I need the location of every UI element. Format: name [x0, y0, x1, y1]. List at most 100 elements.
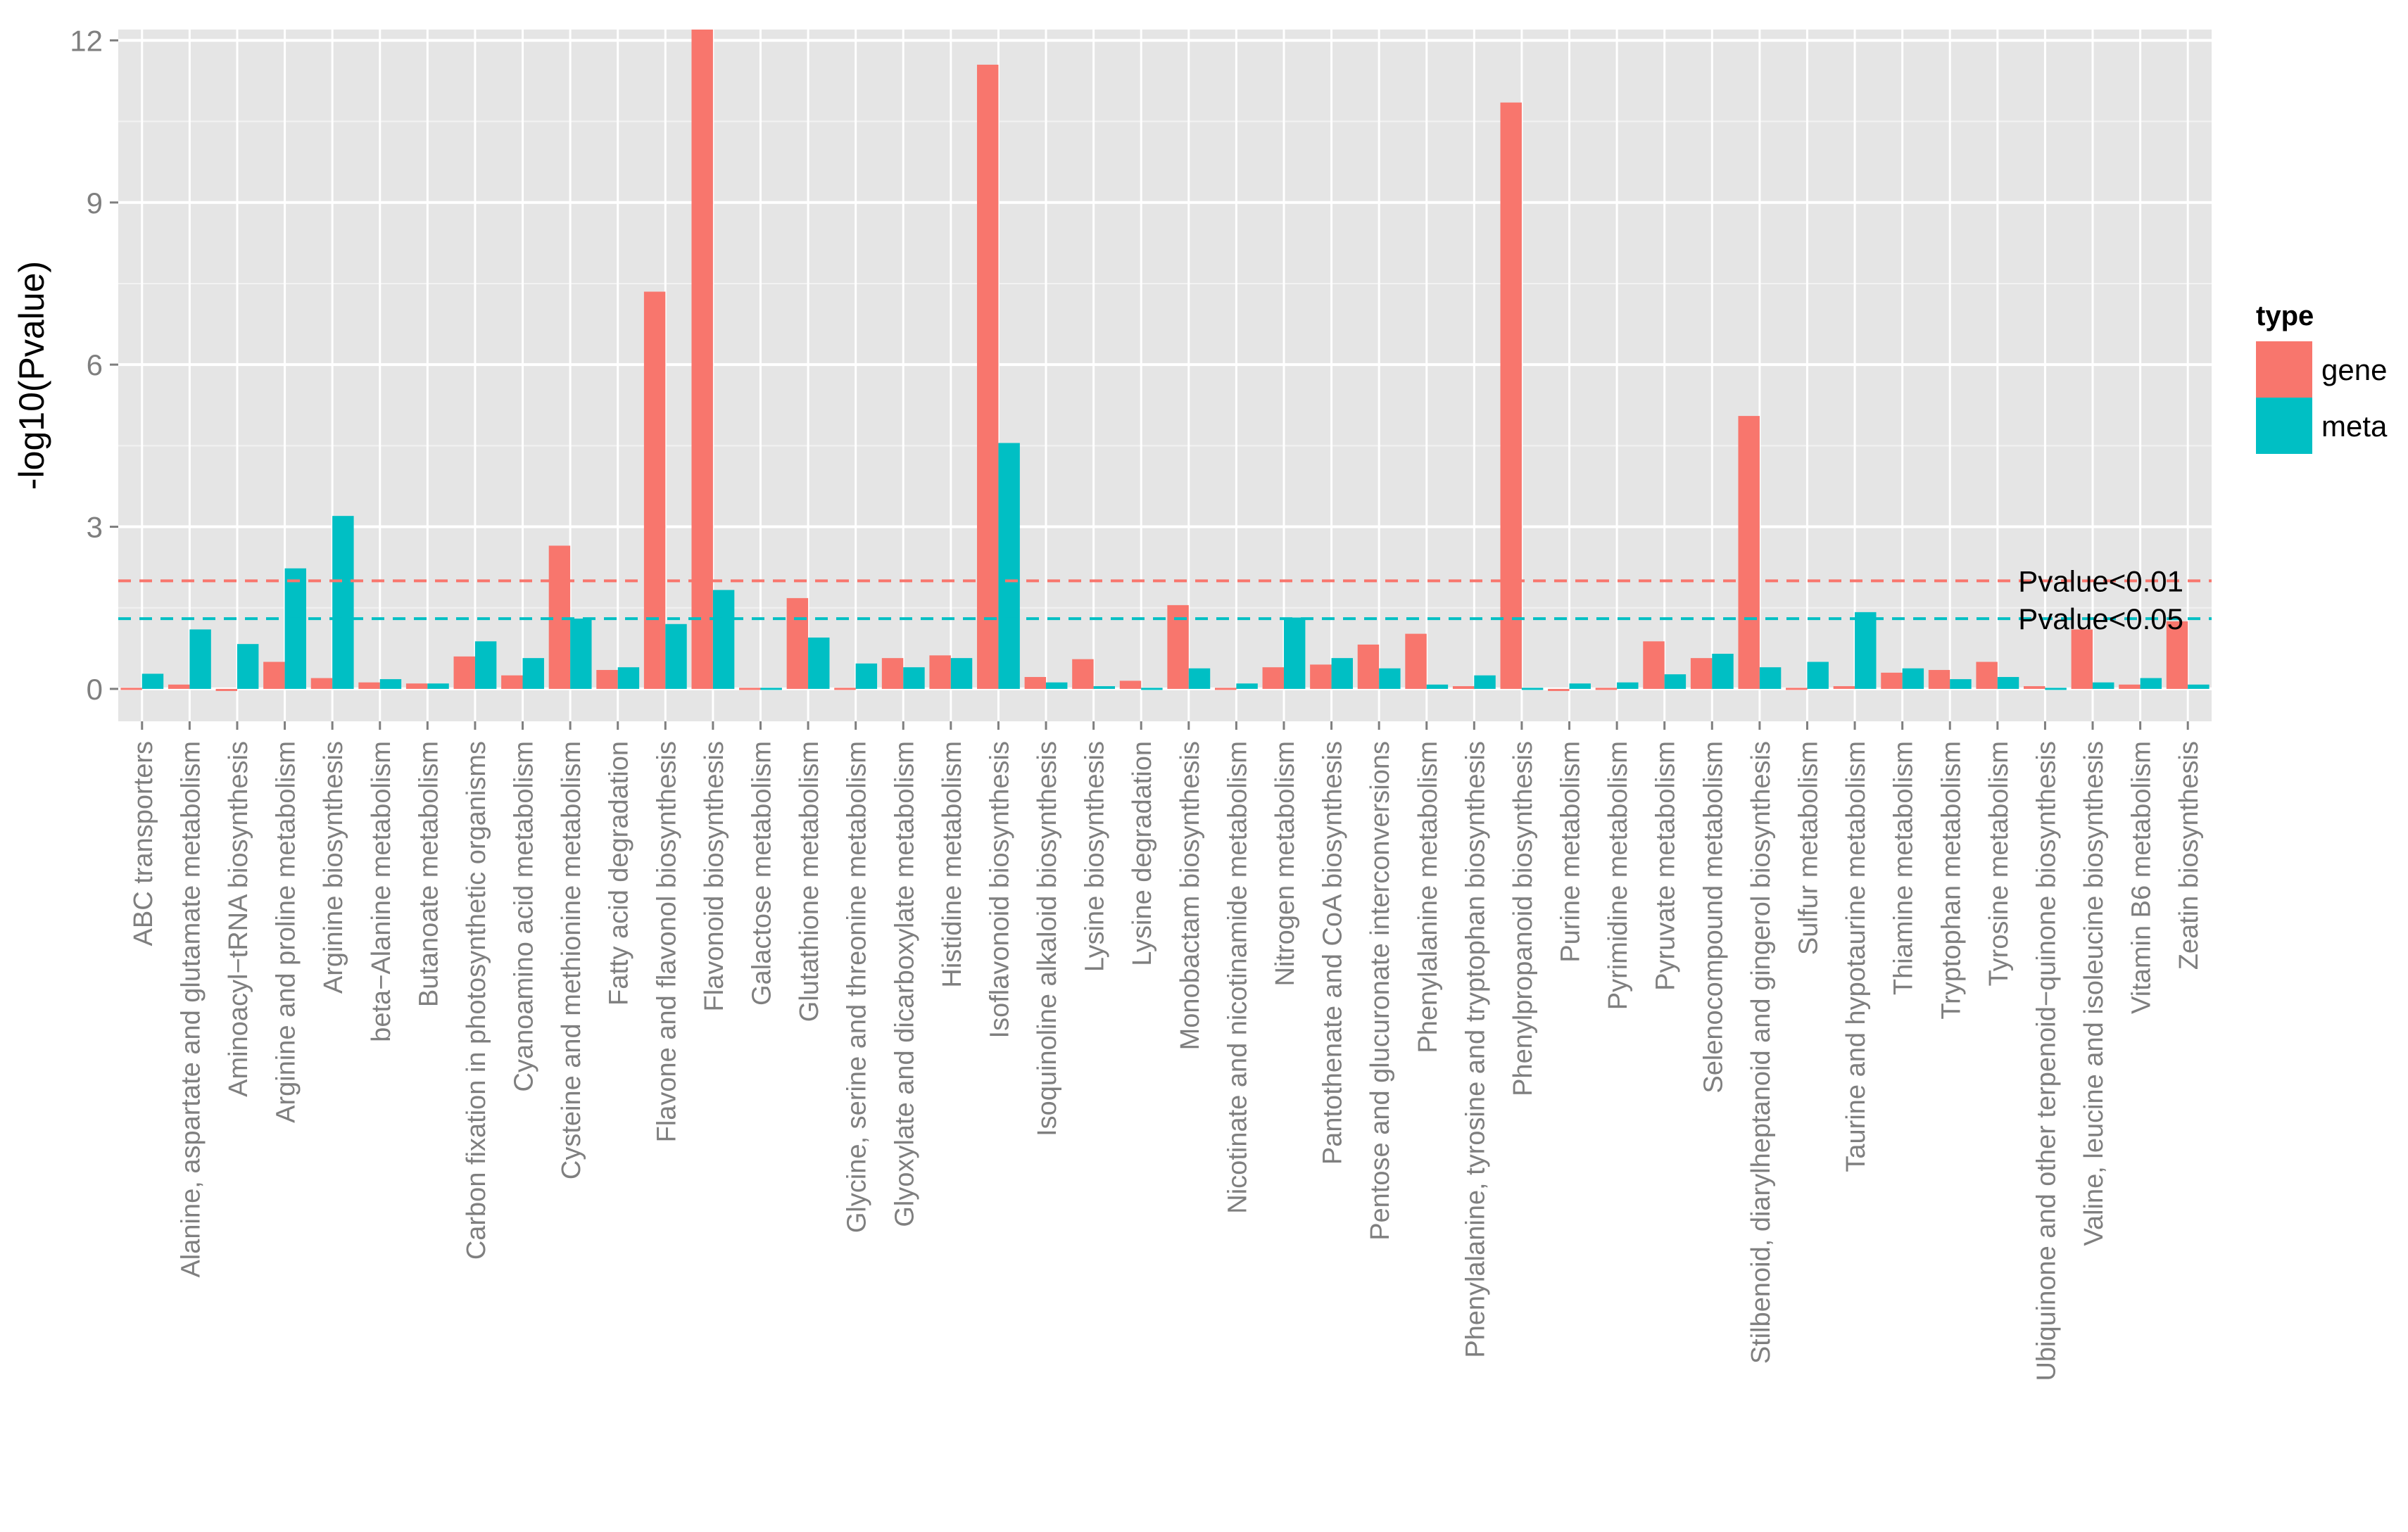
x-tick-label: Lysine biosynthesis: [1080, 741, 1110, 972]
bar-gene: [1690, 658, 1713, 689]
bar-gene: [453, 656, 475, 689]
bar-meta: [1283, 617, 1306, 689]
x-tick-label: Ubiquinone and other terpenoid−quinone b…: [2031, 741, 2061, 1381]
x-tick-label: Glutathione metabolism: [795, 741, 824, 1022]
x-tick-label: Zeatin biosynthesis: [2174, 741, 2204, 970]
y-tick-label: 9: [87, 186, 103, 220]
bar-gene: [2071, 629, 2093, 689]
legend-key-meta: [2256, 398, 2312, 454]
x-tick-label: Flavone and flavonol biosynthesis: [652, 741, 681, 1142]
x-tick-label: Valine, leucine and isoleucine biosynthe…: [2079, 741, 2109, 1246]
bar-meta: [1807, 661, 1829, 689]
x-axis-ticks: ABC transporters Alanine, aspartate and g…: [129, 721, 2204, 1381]
x-tick-label: Phenylalanine metabolism: [1413, 741, 1443, 1053]
x-tick-label: Tryptophan metabolism: [1936, 741, 1966, 1020]
bar-gene: [1548, 688, 1570, 691]
bar-gene: [1405, 633, 1427, 689]
legend: type gene meta: [2256, 300, 2388, 454]
bar-gene: [1928, 670, 1950, 689]
bar-meta: [1046, 682, 1068, 689]
x-tick-label: Nitrogen metabolism: [1271, 741, 1300, 986]
bar-meta: [1093, 686, 1116, 689]
bar-gene: [1833, 686, 1855, 689]
bar-gene: [2166, 621, 2188, 689]
legend-label-meta: meta: [2321, 410, 2388, 443]
bar-gene: [215, 688, 237, 691]
x-tick-label: Vitamin B6 metabolism: [2127, 741, 2157, 1014]
x-tick-label: ABC transporters: [129, 741, 158, 946]
x-tick-label: Thiamine metabolism: [1889, 741, 1919, 995]
bar-meta: [379, 679, 402, 689]
bar-meta: [237, 644, 259, 689]
x-tick-label: Taurine and hypotaurine metabolism: [1841, 741, 1871, 1172]
bar-meta: [1950, 679, 1972, 689]
x-tick-label: Alanine, aspartate and glutamate metabol…: [176, 741, 206, 1278]
bar-meta: [617, 667, 640, 689]
x-tick-label: Nicotinate and nicotinamide metabolism: [1223, 741, 1252, 1214]
x-tick-label: Tyrosine metabolism: [1984, 741, 2014, 986]
bar-meta: [1902, 668, 1924, 689]
bar-gene: [120, 688, 142, 690]
bar-gene: [1595, 688, 1618, 690]
x-tick-label: Aminoacyl−tRNA biosynthesis: [224, 741, 253, 1097]
bar-gene: [643, 291, 666, 689]
bar-meta: [2140, 678, 2162, 689]
bar-meta: [1997, 677, 2019, 689]
x-tick-label: Sulfur metabolism: [1794, 741, 1823, 955]
bar-meta: [1474, 675, 1496, 689]
x-tick-label: Butanoate metabolism: [414, 741, 443, 1007]
bar-meta: [903, 667, 925, 689]
bar-gene: [691, 30, 713, 689]
x-tick-label: Pantothenate and CoA biosynthesis: [1318, 741, 1348, 1165]
bar-meta: [1379, 668, 1401, 689]
y-axis-ticks: 0 3 6 9 12: [70, 24, 118, 706]
x-tick-label: Arginine and proline metabolism: [272, 741, 301, 1123]
bar-gene: [977, 64, 999, 689]
bar-gene: [405, 683, 428, 689]
bar-gene: [1214, 688, 1237, 690]
bar-gene: [501, 675, 523, 689]
bar-gene: [2119, 684, 2141, 689]
reference-line-label: Pvalue<0.05: [2018, 602, 2183, 635]
bar-gene: [739, 688, 761, 690]
bar-meta: [1188, 668, 1211, 689]
bar-gene: [2024, 686, 2045, 689]
bar-gene: [1786, 688, 1808, 690]
y-axis-label: -log10(Pvalue): [12, 261, 51, 490]
y-tick-label: 3: [87, 511, 103, 544]
bar-meta: [665, 623, 687, 689]
x-tick-label: Isoquinoline alkaloid biosynthesis: [1033, 741, 1062, 1137]
x-tick-label: Fatty acid degradation: [605, 741, 634, 1006]
bar-gene: [786, 597, 809, 689]
x-tick-label: Isoflavonoid biosynthesis: [985, 741, 1014, 1038]
bar-meta: [1331, 658, 1353, 689]
bar-gene: [1262, 667, 1284, 689]
bar-meta: [1426, 684, 1449, 689]
legend-title: type: [2256, 300, 2314, 331]
reference-line-label: Pvalue<0.01: [2018, 564, 2183, 597]
bar-gene: [881, 658, 904, 689]
bar-meta: [570, 619, 592, 689]
bar-gene: [168, 684, 190, 689]
plot-panel: [118, 30, 2212, 721]
bar-gene: [1119, 680, 1142, 689]
bar-meta: [1141, 688, 1163, 690]
bar-gene: [596, 670, 618, 689]
bar-meta: [141, 673, 164, 689]
x-tick-label: Arginine biosynthesis: [319, 741, 348, 994]
bar-gene: [358, 682, 380, 689]
bar-meta: [1236, 683, 1258, 689]
bar-gene: [1500, 102, 1522, 689]
bar-gene: [1024, 677, 1047, 689]
bar-gene: [1643, 641, 1665, 689]
bar-meta: [1569, 683, 1591, 689]
bar-meta: [760, 688, 782, 690]
bar-meta: [1617, 682, 1639, 689]
bar-gene: [929, 655, 951, 689]
bar-meta: [1759, 667, 1782, 689]
bar-meta: [1855, 612, 1877, 689]
bar-gene: [1881, 672, 1903, 689]
x-tick-label: Phenylpropanoid biosynthesis: [1508, 741, 1538, 1096]
x-tick-label: beta−Alanine metabolism: [367, 741, 396, 1042]
